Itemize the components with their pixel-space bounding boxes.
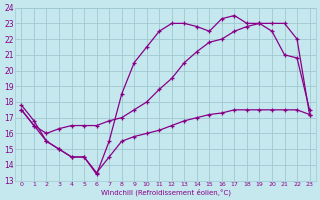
X-axis label: Windchill (Refroidissement éolien,°C): Windchill (Refroidissement éolien,°C) [100,188,230,196]
